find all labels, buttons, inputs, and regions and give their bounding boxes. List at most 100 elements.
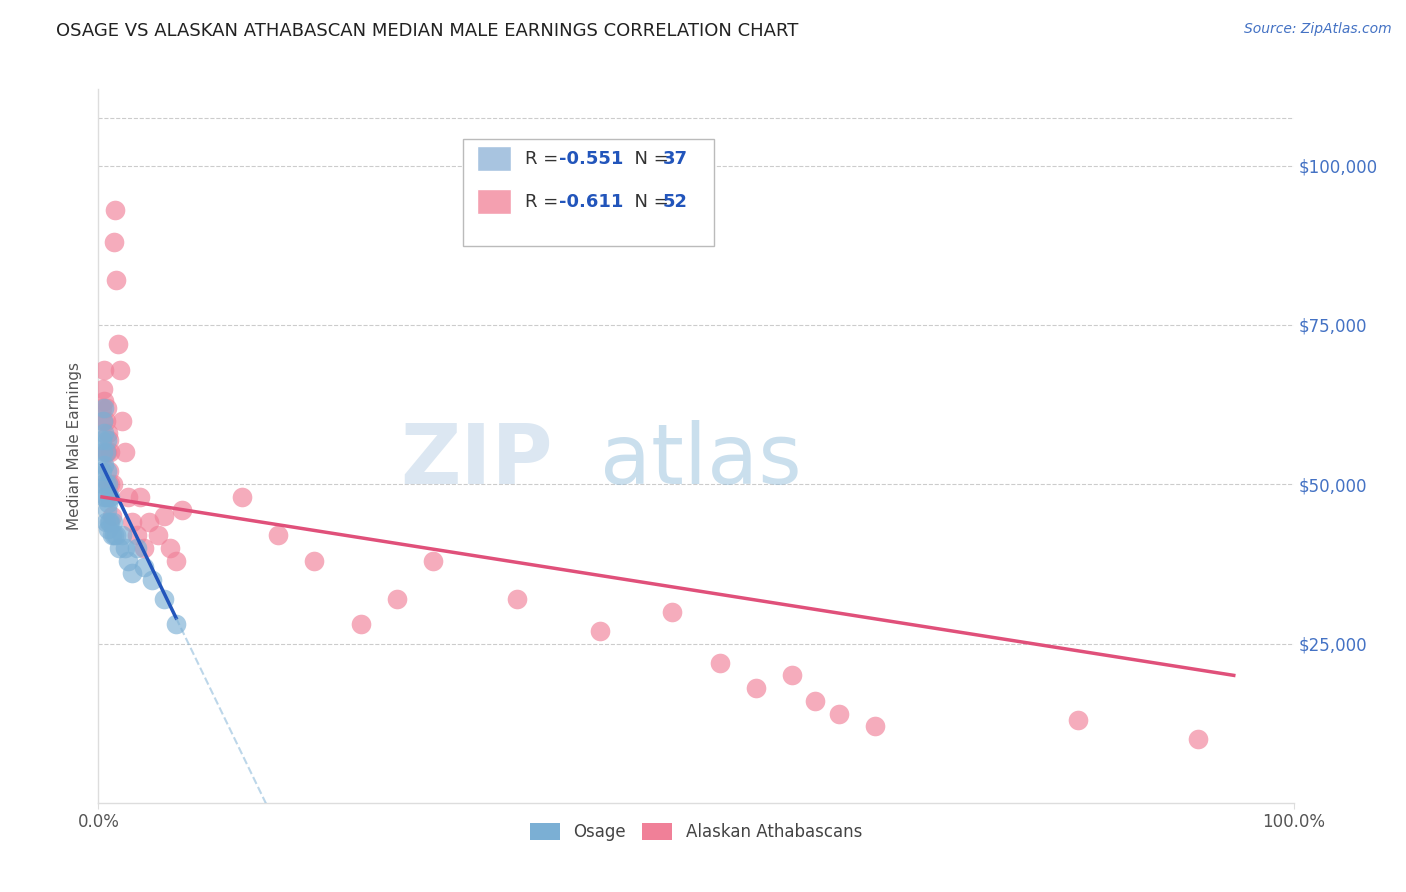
Point: [153, 509, 176, 524]
Point: [828, 706, 851, 721]
Point: [91, 477, 114, 491]
Text: 37: 37: [662, 150, 688, 168]
Point: [98, 516, 122, 530]
Point: [745, 681, 768, 695]
Point: [103, 235, 125, 249]
Point: [100, 509, 122, 524]
Point: [117, 554, 139, 568]
Point: [165, 554, 187, 568]
Text: -0.551: -0.551: [558, 150, 623, 168]
Point: [117, 490, 139, 504]
Point: [141, 573, 163, 587]
Point: [98, 433, 121, 447]
Point: [98, 465, 121, 479]
Point: [98, 445, 122, 459]
Point: [96, 433, 118, 447]
Point: [93, 490, 115, 504]
Point: [91, 382, 114, 396]
Point: [96, 465, 118, 479]
Point: [111, 528, 134, 542]
Point: [91, 445, 114, 459]
Point: [100, 528, 122, 542]
Point: [114, 541, 136, 555]
Text: R =: R =: [524, 150, 564, 168]
Text: N =: N =: [623, 150, 675, 168]
Text: atlas: atlas: [600, 420, 801, 500]
Point: [231, 490, 253, 504]
Point: [121, 566, 143, 581]
Point: [97, 522, 120, 536]
Point: [96, 502, 118, 516]
Point: [1187, 732, 1209, 747]
Point: [105, 528, 128, 542]
Point: [172, 502, 194, 516]
Point: [589, 624, 612, 638]
Point: [107, 541, 129, 555]
Point: [506, 591, 529, 606]
Point: [93, 394, 115, 409]
Legend: Osage, Alaskan Athabascans: Osage, Alaskan Athabascans: [523, 816, 869, 848]
Point: [159, 541, 181, 555]
Point: [93, 362, 115, 376]
Text: Source: ZipAtlas.com: Source: ZipAtlas.com: [1244, 22, 1392, 37]
Point: [661, 605, 683, 619]
Point: [148, 528, 170, 542]
Point: [709, 656, 731, 670]
Text: R =: R =: [524, 193, 564, 211]
Point: [153, 591, 176, 606]
Point: [125, 541, 148, 555]
Point: [94, 490, 117, 504]
Point: [267, 528, 290, 542]
Point: [101, 477, 124, 491]
Point: [132, 560, 155, 574]
Point: [94, 477, 117, 491]
Point: [98, 490, 122, 504]
Text: OSAGE VS ALASKAN ATHABASCAN MEDIAN MALE EARNINGS CORRELATION CHART: OSAGE VS ALASKAN ATHABASCAN MEDIAN MALE …: [56, 22, 799, 40]
Point: [865, 719, 887, 733]
Point: [780, 668, 803, 682]
Point: [91, 433, 114, 447]
Point: [1067, 713, 1090, 727]
Point: [129, 490, 152, 504]
Point: [107, 337, 129, 351]
Point: [91, 413, 114, 427]
Point: [165, 617, 187, 632]
Text: ZIP: ZIP: [401, 420, 553, 500]
Point: [804, 694, 827, 708]
Point: [94, 413, 117, 427]
Point: [94, 445, 117, 459]
Point: [97, 426, 120, 441]
FancyBboxPatch shape: [463, 139, 714, 246]
Point: [91, 413, 114, 427]
Point: [98, 477, 122, 491]
Point: [91, 465, 114, 479]
Point: [105, 273, 128, 287]
Point: [101, 516, 124, 530]
Y-axis label: Median Male Earnings: Median Male Earnings: [67, 362, 83, 530]
Point: [96, 401, 118, 415]
Text: N =: N =: [623, 193, 675, 211]
FancyBboxPatch shape: [477, 146, 510, 171]
Point: [103, 528, 125, 542]
Point: [302, 554, 325, 568]
Point: [125, 528, 148, 542]
Point: [108, 362, 131, 376]
Point: [121, 516, 143, 530]
Point: [138, 516, 160, 530]
FancyBboxPatch shape: [477, 189, 510, 214]
Point: [97, 477, 120, 491]
Point: [91, 401, 114, 415]
Point: [111, 413, 134, 427]
Point: [96, 445, 118, 459]
Point: [97, 496, 120, 510]
Text: 52: 52: [662, 193, 688, 211]
Text: -0.611: -0.611: [558, 193, 623, 211]
Point: [104, 203, 127, 218]
Point: [94, 516, 117, 530]
Point: [93, 426, 115, 441]
Point: [114, 445, 136, 459]
Point: [97, 477, 120, 491]
Point: [350, 617, 373, 632]
Point: [132, 541, 155, 555]
Point: [385, 591, 409, 606]
